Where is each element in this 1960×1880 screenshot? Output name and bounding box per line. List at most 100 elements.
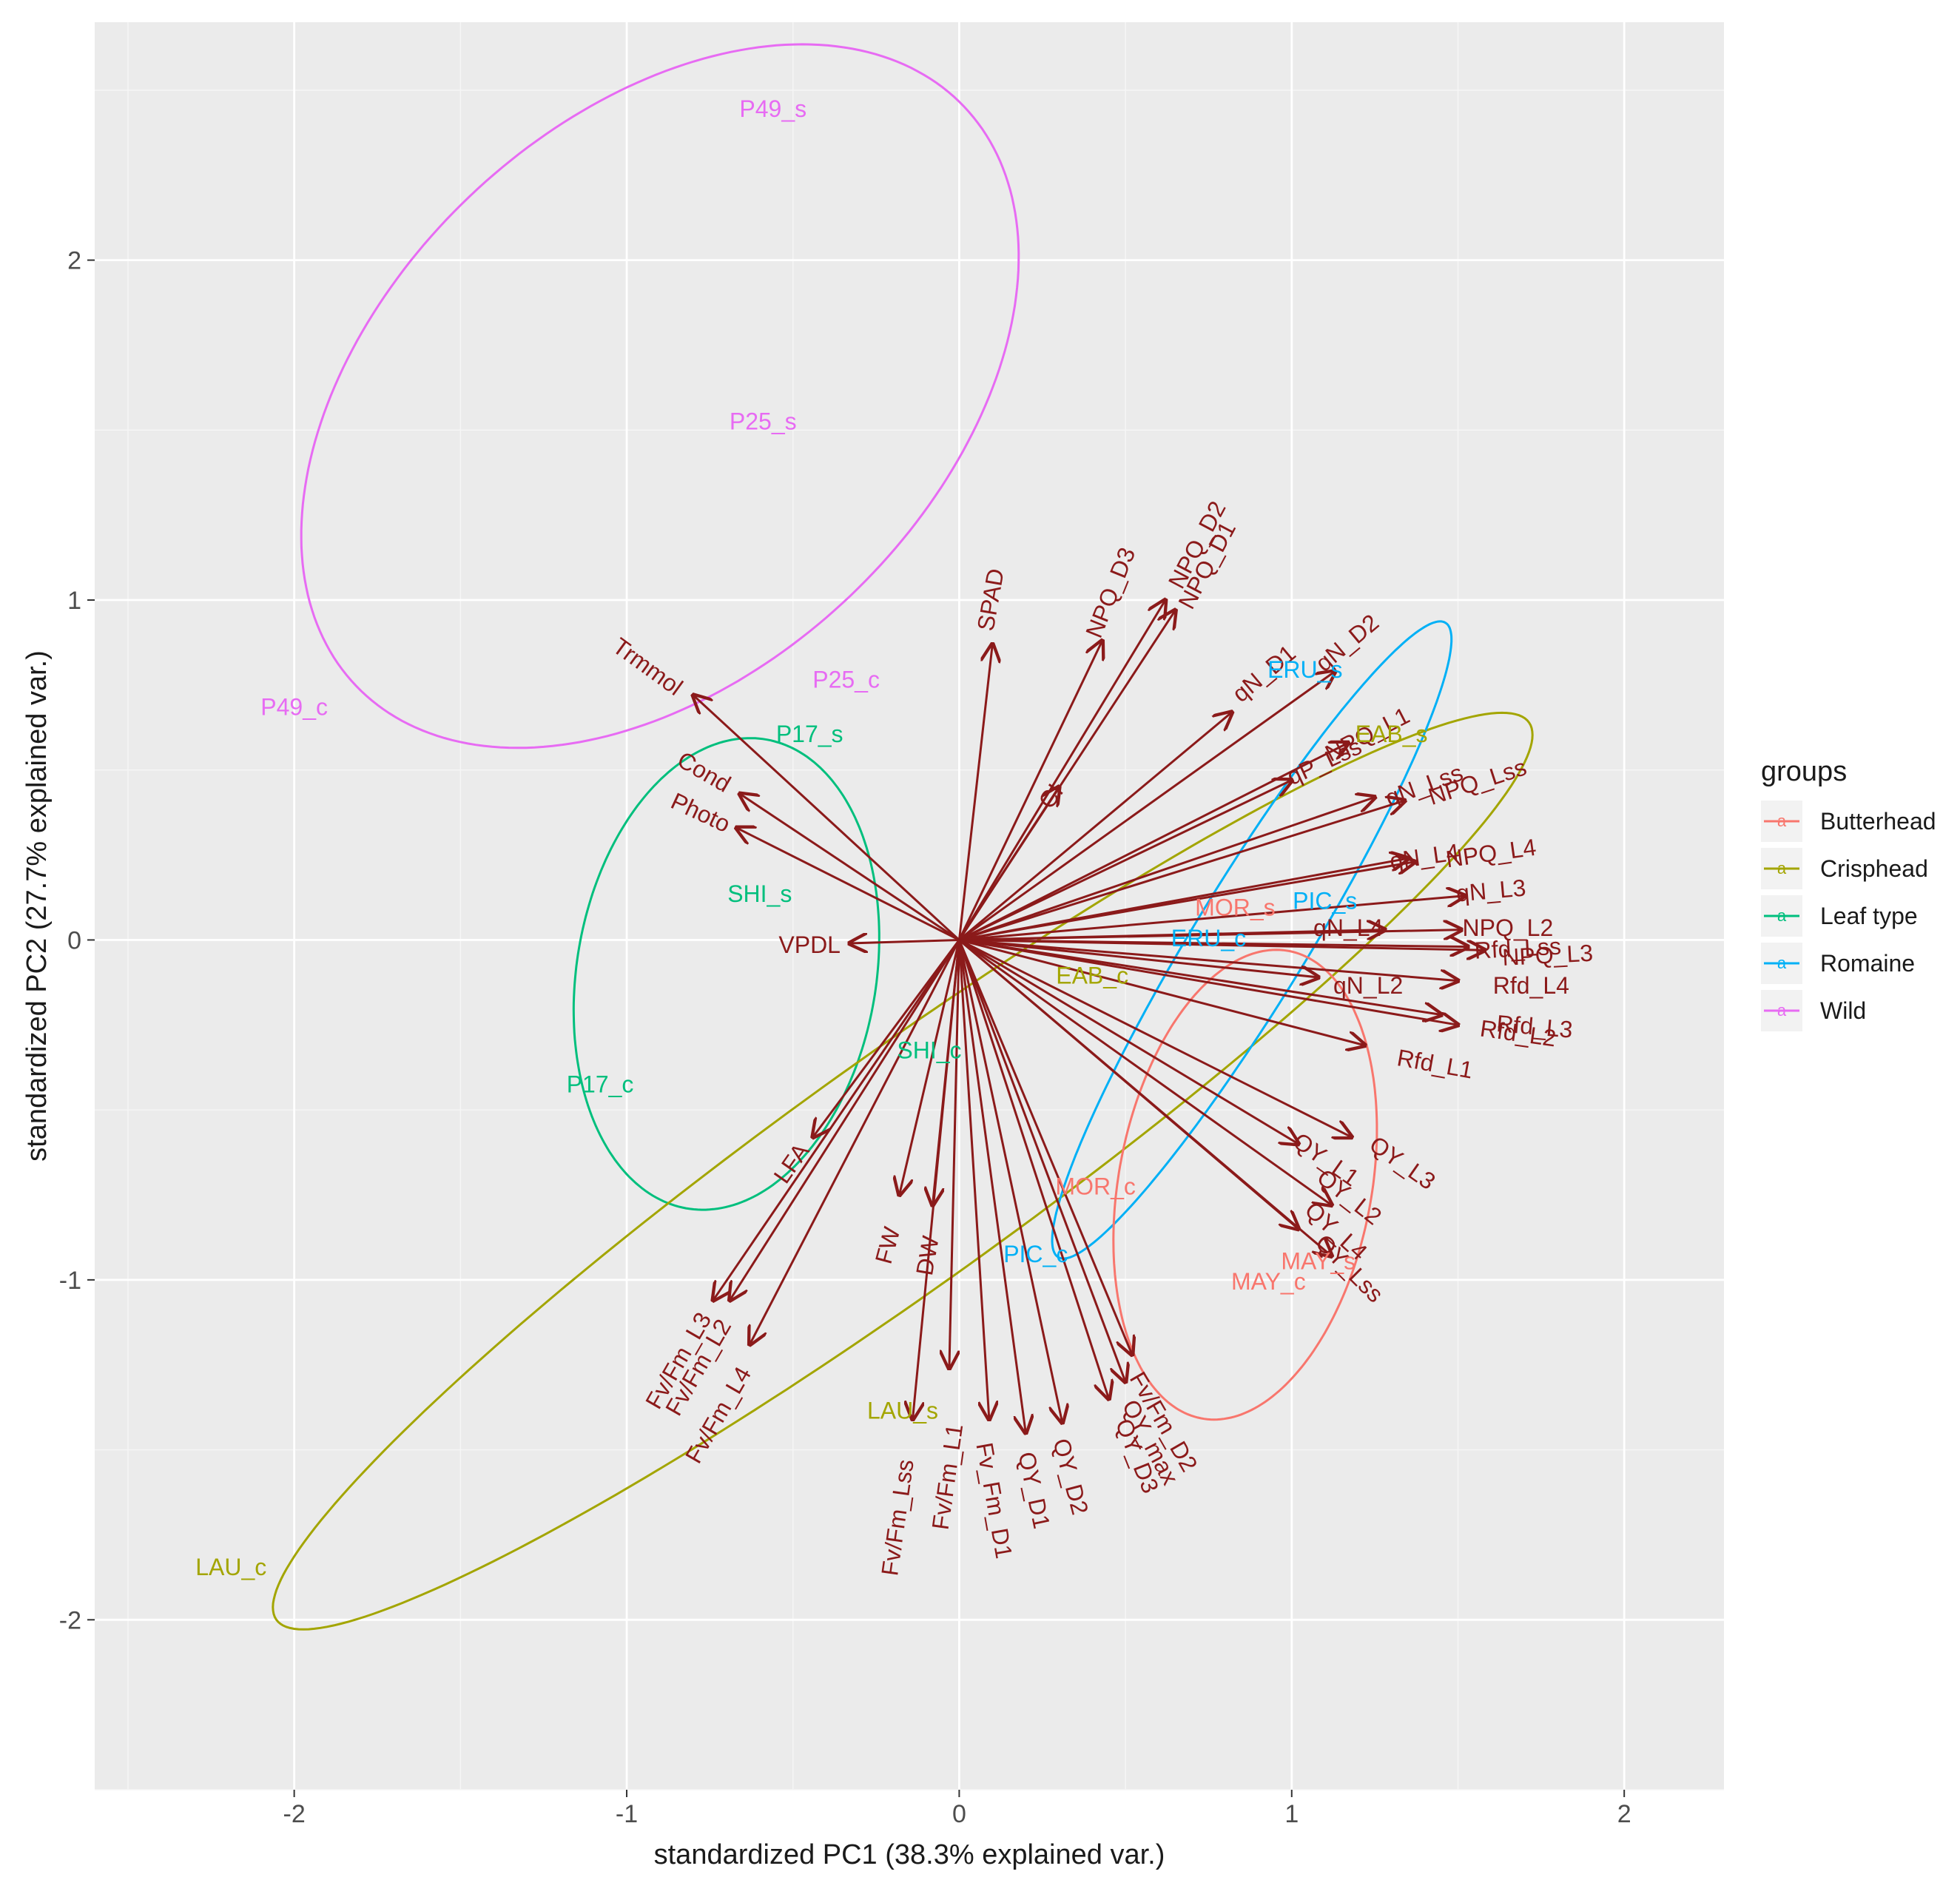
loading-label: Rfd_L3 — [1495, 1010, 1574, 1043]
loading-arrow — [958, 600, 1165, 941]
observation-label: EAB_c — [1056, 962, 1128, 988]
legend-key-glyph: a — [1777, 906, 1787, 925]
loading-arrows — [693, 600, 1485, 1433]
observation-label: P17_c — [567, 1071, 634, 1097]
loading-arrow — [957, 940, 1062, 1422]
loading-arrow — [958, 939, 1331, 1256]
loading-arrow — [813, 939, 960, 1136]
observation-label: MOR_s — [1195, 894, 1275, 921]
x-tick-label: 0 — [952, 1800, 966, 1828]
loading-label: NPQ_L2 — [1463, 914, 1554, 941]
legend-label: Crisphead — [1820, 855, 1928, 882]
loading-arrow — [957, 644, 992, 940]
observation-label: LAU_c — [195, 1554, 266, 1580]
legend-key-glyph: a — [1777, 812, 1787, 830]
loading-arrow — [932, 940, 960, 1205]
loading-label: Rfd_Lss — [1474, 933, 1562, 964]
observation-label: ERU_s — [1267, 656, 1342, 683]
loading-arrow — [958, 797, 1375, 941]
loading-arrow — [958, 671, 1335, 941]
loading-arrow — [958, 781, 1291, 941]
loading-label: qN_L3 — [1455, 875, 1527, 907]
loading-arrow — [730, 939, 960, 1300]
grid-minor — [95, 22, 1724, 1790]
observation-label: P25_c — [812, 667, 880, 693]
observation-label: EAB_s — [1356, 721, 1428, 747]
x-tick-label: 1 — [1284, 1800, 1299, 1828]
observation-label: P49_s — [739, 95, 806, 122]
group-ellipses — [272, 43, 1534, 1631]
loading-arrow — [750, 939, 960, 1344]
loading-arrow — [958, 939, 1331, 1205]
loading-arrow — [957, 939, 1108, 1398]
loading-label: qN_L4 — [1313, 914, 1383, 941]
loading-arrow — [958, 939, 1351, 1136]
loading-arrow — [959, 938, 1318, 977]
loading-arrow — [958, 743, 1348, 941]
x-axis-title: standardized PC1 (38.3% explained var.) — [654, 1839, 1165, 1870]
observation-label: SHI_c — [897, 1037, 961, 1064]
observation-label: P49_c — [260, 693, 328, 720]
observation-label: MAY_c — [1231, 1268, 1306, 1295]
observation-label: P17_s — [776, 721, 843, 747]
observation-label: ERU_c — [1171, 925, 1246, 951]
loading-arrow — [957, 940, 1026, 1432]
observation-label: PIC_s — [1293, 887, 1357, 914]
legend-key-glyph: a — [1777, 954, 1787, 972]
loading-label: Rfd_L4 — [1493, 972, 1569, 999]
loading-arrow — [958, 801, 1404, 941]
legend-key-glyph: a — [1777, 859, 1787, 877]
loading-arrow — [957, 940, 989, 1419]
y-tick-label: 0 — [67, 926, 81, 954]
loading-label: qN_L2 — [1333, 972, 1403, 999]
y-axis-title: standardized PC2 (27.7% explained var.) — [21, 650, 53, 1162]
observation-label: LAU_s — [867, 1397, 938, 1424]
loading-arrow — [959, 896, 1464, 941]
loading-arrow — [900, 940, 960, 1195]
loading-arrow — [958, 641, 1102, 941]
loading-arrow — [949, 940, 960, 1368]
loading-arrow — [693, 695, 960, 941]
observation-labels: P49_s P25_s P49_c P25_c P17_s SHI_s SHI_c P17_c… — [195, 95, 1427, 1580]
legend-label: Wild — [1820, 997, 1866, 1024]
loading-arrow — [958, 939, 1125, 1381]
y-tick-label: -2 — [59, 1606, 81, 1634]
ellipse-butterhead — [1112, 949, 1378, 1421]
x-tick-label: -2 — [283, 1800, 306, 1828]
y-tick-label: -1 — [59, 1267, 81, 1295]
loading-arrow — [959, 938, 1484, 950]
observation-label: MOR_c — [1055, 1173, 1135, 1199]
loading-arrow — [849, 940, 960, 943]
loading-arrow — [958, 939, 1298, 1144]
legend-label: Butterhead — [1820, 808, 1936, 835]
loading-arrow — [736, 828, 960, 941]
ellipse-crisphead — [272, 711, 1534, 1631]
loading-arrow — [959, 930, 1384, 941]
axis-ticks: -2 -1 0 1 2 -2 -1 0 1 2 — [59, 247, 1631, 1828]
y-tick-label: 2 — [67, 247, 81, 275]
legend-key-glyph: a — [1777, 1001, 1787, 1020]
x-tick-label: -1 — [616, 1800, 638, 1828]
legend-label: Romaine — [1820, 950, 1915, 977]
loading-arrow — [958, 712, 1231, 941]
loading-arrow — [959, 862, 1415, 941]
x-tick-label: 2 — [1617, 1800, 1631, 1828]
loading-arrow — [740, 794, 960, 941]
y-tick-label: 1 — [67, 587, 81, 615]
loading-arrow — [713, 939, 960, 1300]
loading-label: VPDL — [778, 931, 841, 958]
loading-arrow — [959, 938, 1458, 980]
loading-arrow — [959, 938, 1364, 1045]
observation-label: MAY_s — [1281, 1247, 1356, 1274]
observation-label: PIC_c — [1003, 1241, 1068, 1267]
loading-arrow — [959, 938, 1441, 1014]
loading-arrow — [959, 938, 1458, 1025]
observation-label: P25_s — [730, 408, 797, 435]
legend-title: groups — [1761, 756, 1847, 787]
ellipse-leaf-type — [572, 737, 880, 1211]
observation-label: SHI_s — [727, 880, 792, 907]
legend: groups a Butterhead a Crisphead a Leaf type a R… — [1761, 756, 1936, 1031]
loading-arrow — [958, 787, 1059, 941]
legend-label: Leaf type — [1820, 903, 1918, 929]
